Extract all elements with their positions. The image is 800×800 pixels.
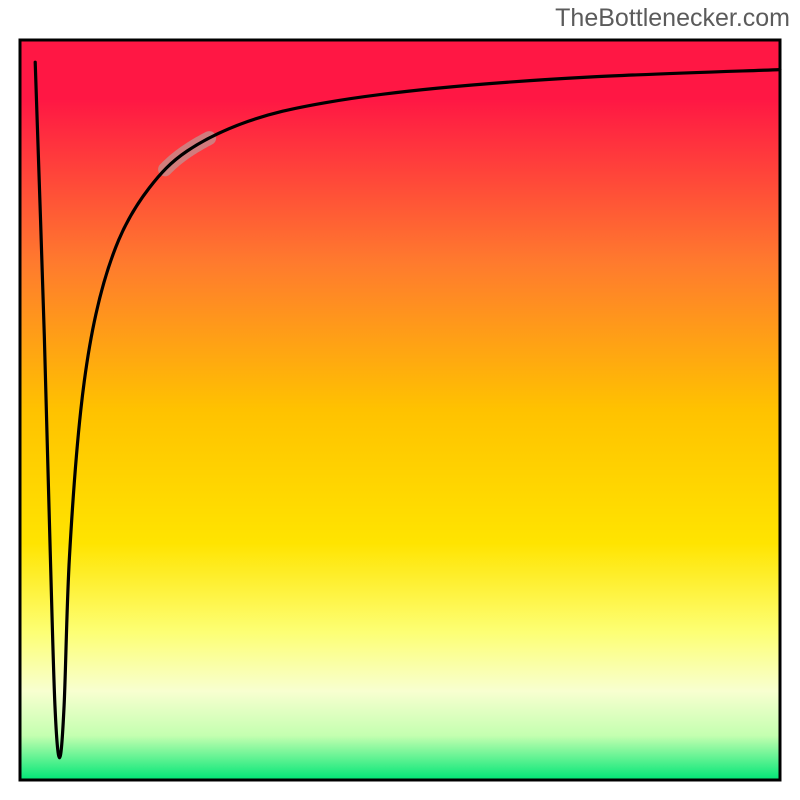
chart-root: { "meta": { "width": 800, "height": 800,… — [0, 0, 800, 800]
chart-background — [20, 40, 780, 780]
chart-canvas — [0, 0, 800, 800]
attribution-text: TheBottlenecker.com — [555, 4, 790, 33]
